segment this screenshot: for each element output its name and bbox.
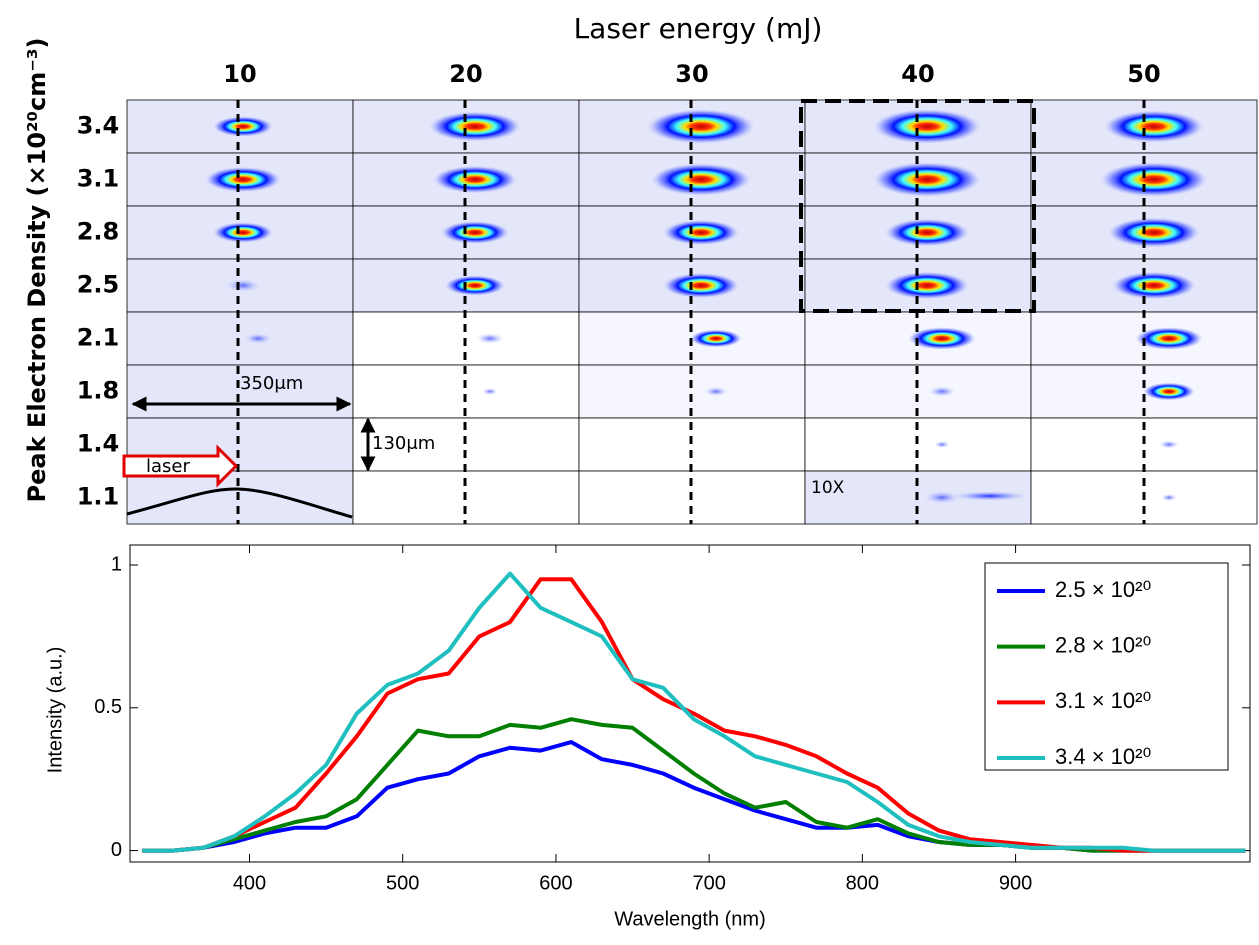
- laser-arrow: [122, 444, 239, 488]
- image-cell: [126, 311, 354, 366]
- electron-signal: [934, 440, 950, 449]
- electron-signal: [1100, 162, 1208, 197]
- electron-signal: [441, 221, 509, 244]
- electron-signal: [928, 386, 956, 397]
- y-tick-label: 0: [111, 839, 122, 861]
- electron-signal: [950, 491, 1030, 501]
- y-axis-label: Peak Electron Density (×10²⁰cm⁻³): [23, 38, 51, 503]
- legend-label: 3.1 × 10²⁰: [1055, 688, 1151, 713]
- electron-signal: [924, 490, 960, 505]
- x-tick-label: 500: [386, 872, 419, 894]
- annotation: 10X: [811, 478, 845, 498]
- electron-signal: [651, 163, 751, 196]
- row-label: 1.1: [77, 483, 120, 511]
- electron-signal: [482, 387, 498, 396]
- electron-signal: [1108, 217, 1200, 248]
- x-tick-label: 600: [539, 872, 572, 894]
- electron-signal: [433, 165, 517, 194]
- electron-signal: [1161, 493, 1177, 502]
- legend-box: [984, 562, 1229, 771]
- row-label: 1.8: [77, 377, 120, 405]
- electron-signal: [445, 275, 505, 296]
- column-label: 40: [901, 60, 934, 88]
- electron-signal: [429, 111, 521, 142]
- electron-signal: [1135, 327, 1203, 350]
- row-label: 2.1: [77, 324, 120, 352]
- row-label: 3.4: [77, 112, 120, 140]
- y-tick-label: 1: [111, 553, 122, 575]
- y-axis-label: Intensity (a.u.): [44, 647, 66, 774]
- column-label: 20: [449, 60, 482, 88]
- electron-signal: [690, 329, 742, 348]
- column-label: 30: [675, 60, 708, 88]
- electron-signal: [647, 109, 755, 144]
- highlight-box: [799, 99, 1036, 313]
- electron-signal: [244, 333, 272, 344]
- row-label: 1.4: [77, 430, 120, 458]
- column-label: 50: [1127, 60, 1160, 88]
- electron-signal: [1112, 271, 1196, 300]
- annotation: laser: [146, 456, 190, 477]
- image-cell: [126, 470, 354, 525]
- legend-label: 2.8 × 10²⁰: [1055, 632, 1151, 657]
- electron-signal: [704, 386, 728, 397]
- electron-signal: [1159, 440, 1179, 449]
- x-axis-label: Wavelength (nm): [614, 908, 766, 930]
- x-tick-label: 800: [846, 872, 879, 894]
- y-tick-label: 0.5: [94, 696, 122, 718]
- legend-label: 2.5 × 10²⁰: [1055, 577, 1151, 602]
- row-label: 2.8: [77, 218, 120, 246]
- row-label: 2.5: [77, 271, 120, 299]
- electron-signal: [213, 222, 273, 243]
- annotation: 130μm: [372, 433, 435, 454]
- column-label: 10: [223, 60, 256, 88]
- electron-signal: [873, 162, 981, 197]
- electron-signal: [663, 272, 739, 299]
- x-tick-label: 700: [692, 872, 725, 894]
- x-tick-label: 900: [999, 872, 1032, 894]
- electron-signal: [225, 278, 261, 293]
- electron-signal: [885, 218, 969, 247]
- density-profile: [126, 487, 353, 519]
- row-label: 3.1: [77, 165, 120, 193]
- electron-signal: [1143, 382, 1195, 401]
- electron-signal: [885, 271, 969, 300]
- electron-signal: [213, 116, 273, 137]
- series-line: [142, 571, 1246, 853]
- electron-signal: [476, 333, 504, 344]
- electron-signal: [663, 219, 739, 246]
- grid-title: Laser energy (mJ): [574, 12, 823, 45]
- x-tick-label: 400: [233, 872, 266, 894]
- electron-signal: [1104, 110, 1204, 143]
- annotation: 350μm: [240, 373, 303, 394]
- electron-signal: [205, 166, 281, 193]
- legend-label: 3.4 × 10²⁰: [1055, 744, 1151, 769]
- electron-signal: [908, 327, 976, 350]
- electron-signal: [873, 109, 981, 144]
